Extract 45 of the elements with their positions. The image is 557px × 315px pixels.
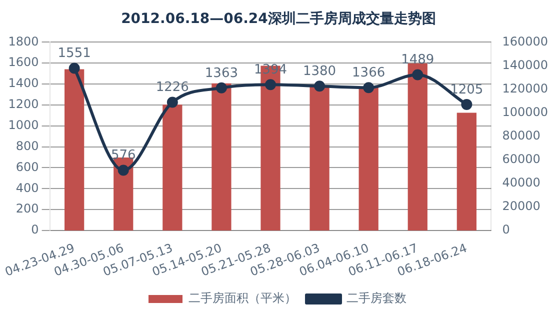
chart-title: 2012.06.18—06.24深圳二手房周成交量走势图	[120, 10, 437, 29]
y-tick-label: 800	[16, 138, 39, 153]
y-tick-label: 1000	[8, 118, 39, 132]
legend-label: 二手房面积（平米）	[188, 291, 296, 306]
y2-tick-label: 0	[502, 222, 510, 237]
bar	[212, 83, 232, 230]
y-tick-label: 400	[16, 180, 39, 195]
point	[68, 62, 80, 74]
point	[166, 96, 178, 108]
y-tick-label: 0	[31, 222, 39, 237]
data-label: 1380	[302, 64, 336, 80]
y-tick-label: 600	[16, 160, 39, 174]
point	[216, 82, 227, 94]
y-tick-label: 1400	[8, 76, 39, 90]
y2-tick-label: 20000	[502, 199, 540, 214]
y2-tick-label: 100000	[502, 104, 548, 119]
y-tick-label: 1200	[8, 97, 39, 112]
point	[363, 82, 374, 94]
y2-tick-label: 40000	[502, 176, 540, 190]
bar	[114, 158, 134, 230]
data-label: 1366	[352, 65, 386, 80]
point	[118, 164, 129, 176]
bar	[456, 112, 476, 230]
data-label: 1363	[204, 66, 238, 81]
y2-tick-label: 60000	[502, 152, 540, 166]
y-tick-label: 200	[16, 202, 39, 216]
y-tick-label: 1600	[8, 55, 39, 70]
bar	[310, 86, 330, 230]
point	[461, 98, 472, 110]
point	[412, 69, 424, 80]
y2-tick-label: 120000	[502, 81, 548, 96]
bar	[64, 69, 84, 230]
y2-tick-label: 140000	[502, 58, 548, 72]
y-tick-label: 1800	[8, 34, 39, 48]
bar	[162, 104, 182, 230]
data-label: 1205	[450, 82, 484, 98]
y2-tick-label: 160000	[502, 34, 548, 48]
y2-tick-label: 80000	[502, 128, 540, 142]
point	[314, 80, 326, 92]
bar	[408, 63, 428, 230]
bar	[358, 86, 378, 230]
legend-label: 二手房套数	[346, 291, 406, 306]
data-label: 1551	[58, 46, 91, 62]
data-label: 1226	[156, 80, 189, 96]
point	[265, 79, 276, 90]
